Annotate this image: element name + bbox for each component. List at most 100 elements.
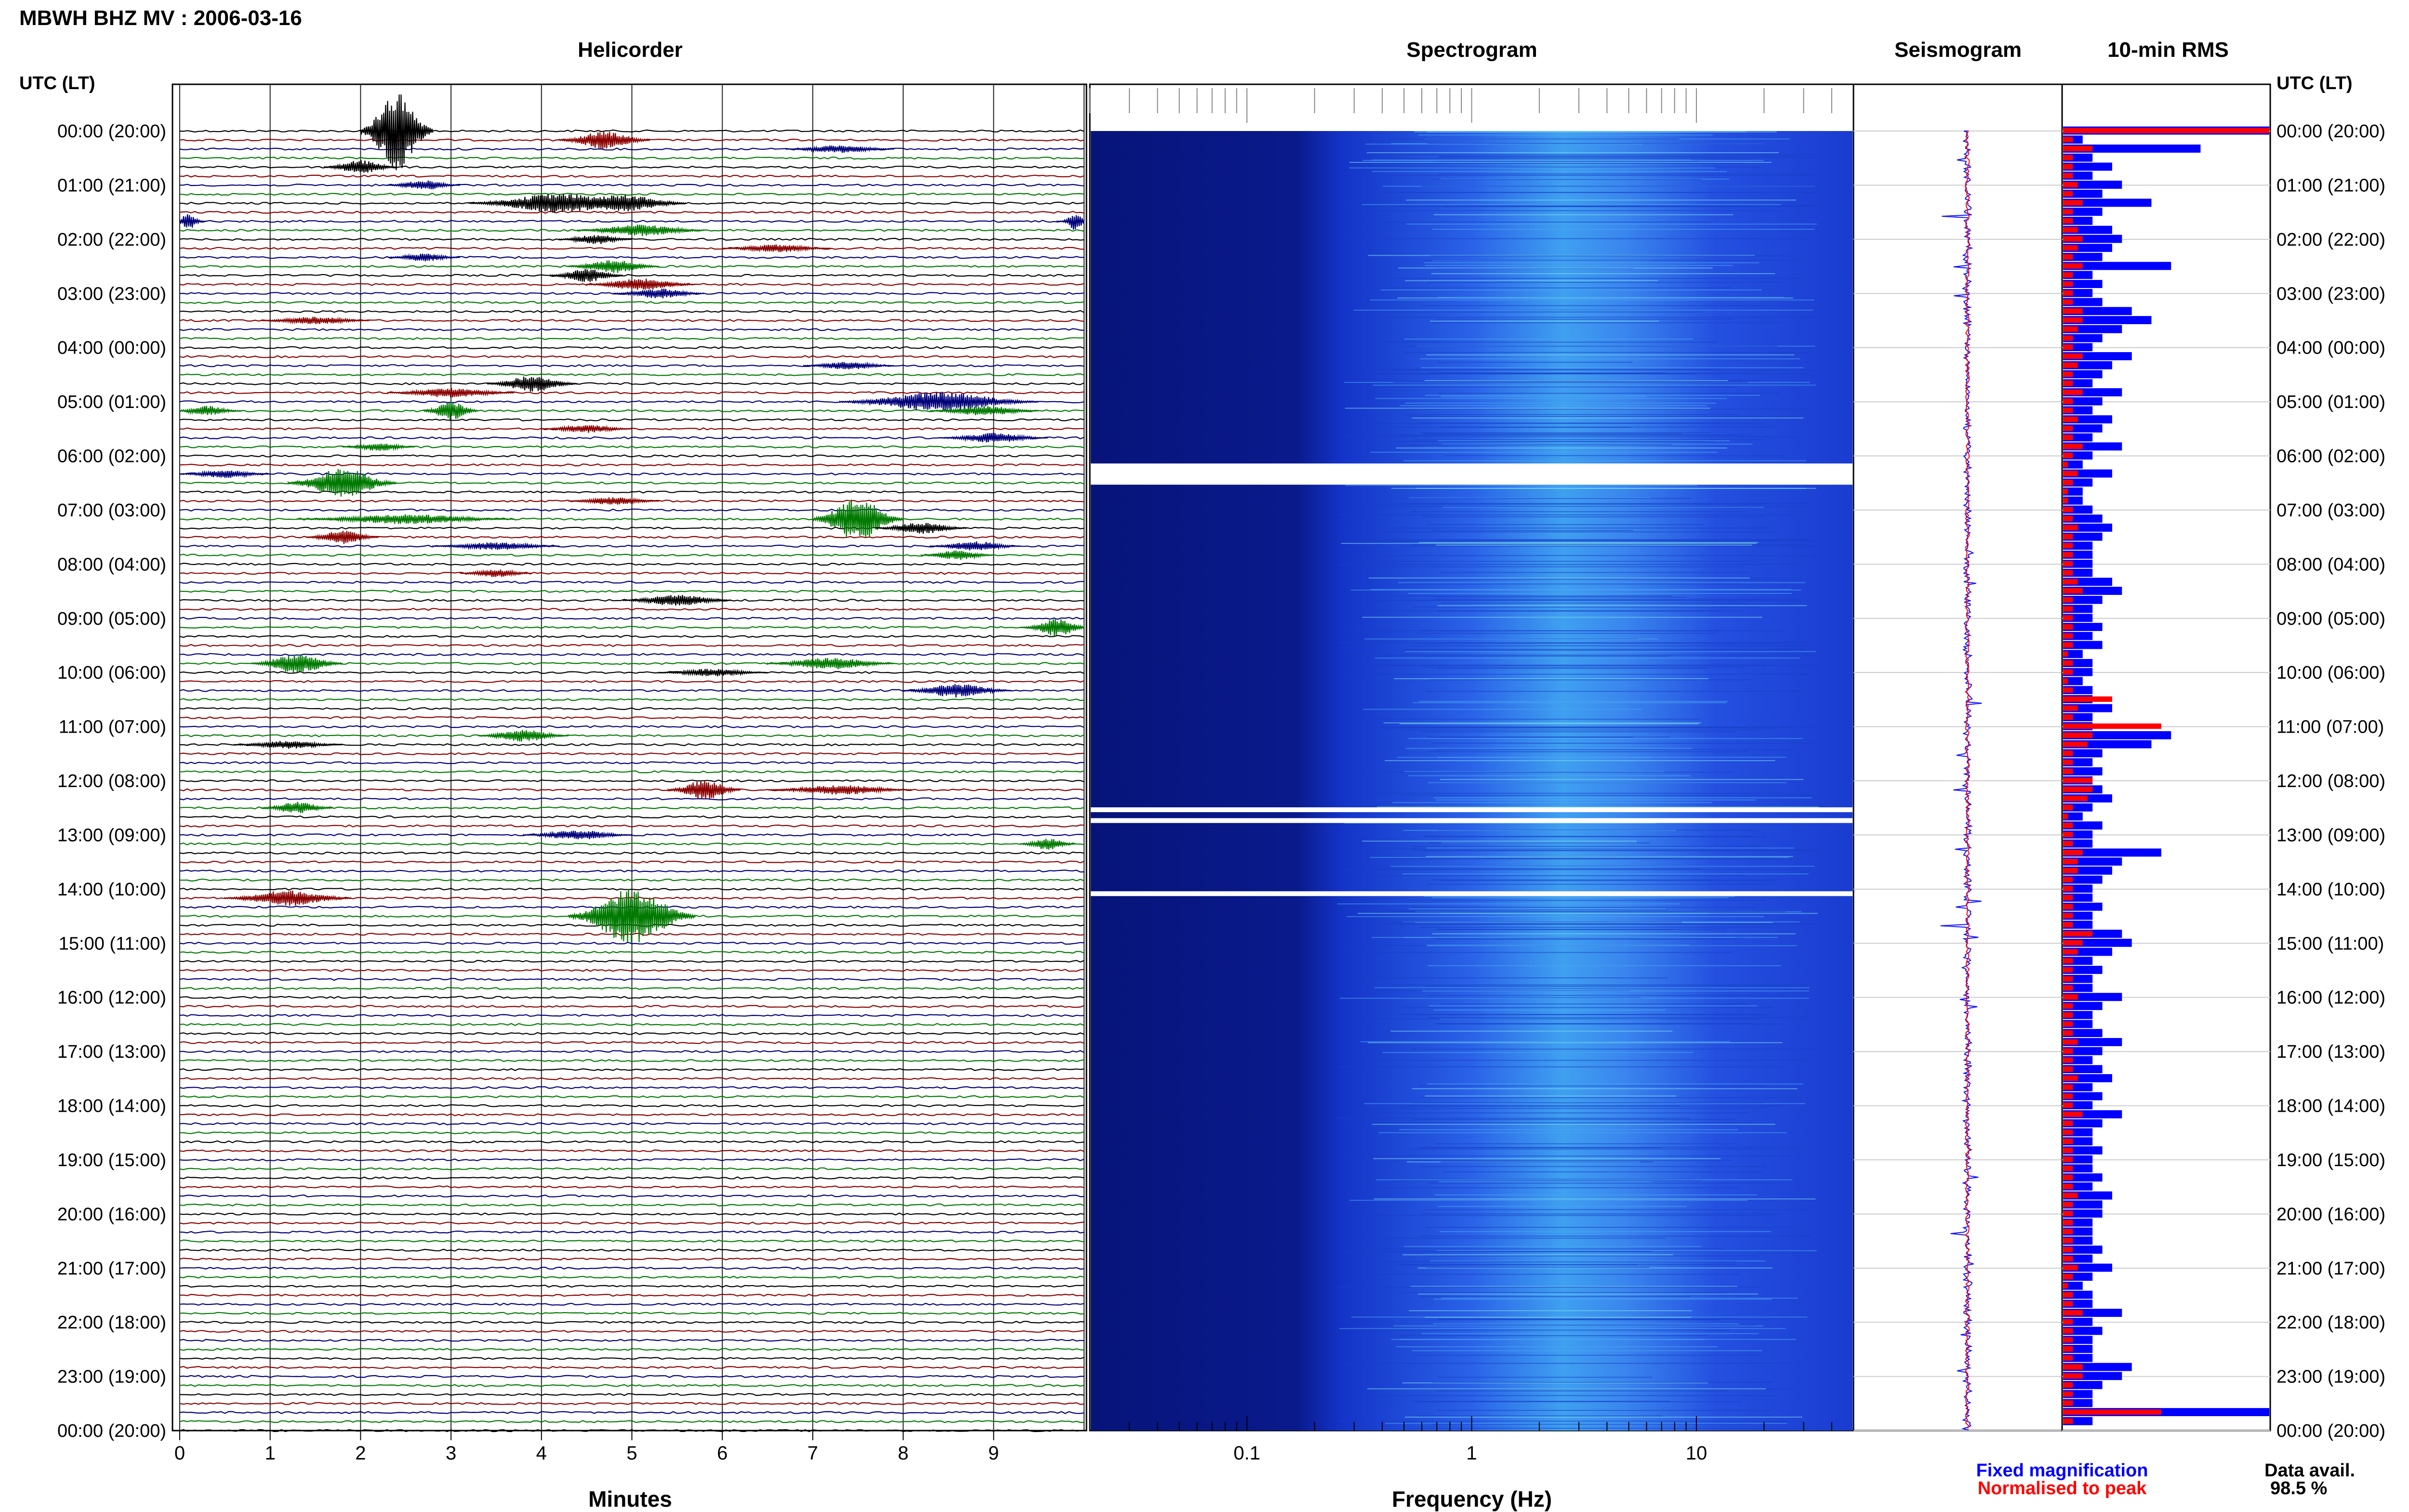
rms-bar-normalised (2063, 1174, 2073, 1181)
legend-normalised-to-peak: Normalised to peak (1978, 1478, 2147, 1499)
helicorder-event (1056, 215, 1085, 230)
helicorder-trace (179, 147, 1085, 151)
helicorder-trace (179, 1230, 1085, 1234)
helicorder-trace (179, 382, 1085, 385)
rms-bar-normalised (2063, 678, 2068, 684)
helicorder-trace (179, 1411, 1085, 1414)
helicorder-trace (179, 445, 1085, 448)
time-label-left: 13:00 (09:00) (57, 825, 166, 845)
time-label-left: 04:00 (00:00) (57, 338, 166, 358)
helicorder-trace (179, 1239, 1085, 1243)
helicorder-trace (179, 1032, 1085, 1035)
helicorder-trace (179, 247, 1085, 250)
time-label-right: 17:00 (13:00) (2277, 1042, 2385, 1062)
time-label-left: 10:00 (06:00) (57, 663, 166, 683)
helicorder-event (550, 269, 623, 282)
rms-panel (2061, 83, 2271, 1432)
helicorder-trace (179, 210, 1085, 214)
rms-bar-normalised (2063, 362, 2078, 368)
helicorder-trace (179, 1293, 1085, 1297)
rms-bar-normalised (2063, 967, 2073, 973)
rms-bar-normalised (2063, 173, 2073, 179)
helicorder-trace (179, 256, 1085, 259)
helicorder-trace (179, 1429, 1085, 1433)
rms-bar-normalised (2063, 985, 2073, 991)
seismogram-title: Seismogram (1894, 38, 2022, 62)
helicorder-trace (179, 797, 1084, 801)
helicorder-trace (179, 418, 1085, 421)
helicorder-panel (172, 83, 1087, 1433)
rms-bar-normalised (2063, 750, 2073, 756)
rms-bar-normalised (2063, 1202, 2073, 1208)
rms-bar-normalised (2063, 416, 2078, 422)
helicorder-event (785, 145, 895, 153)
rms-bar-normalised (2063, 1301, 2073, 1307)
rms-bar-normalised (2063, 254, 2073, 260)
rms-bar-normalised (2063, 714, 2073, 720)
helicorder-event (658, 668, 768, 677)
time-label-left: 09:00 (05:00) (57, 609, 166, 629)
rms-bar-fixed (2063, 162, 2112, 171)
helicorder-trace (179, 129, 1085, 133)
rms-bar-normalised (2063, 398, 2073, 404)
time-label-left: 00:00 (20:00) (57, 1421, 166, 1441)
legend-fixed-magnification: Fixed magnification (1976, 1460, 2148, 1481)
rms-bar-normalised (2063, 245, 2078, 251)
rms-bar-normalised (2063, 1237, 2073, 1244)
helicorder-trace (179, 1095, 1085, 1098)
helicorder-event (812, 499, 904, 538)
rms-bar-normalised (2063, 1409, 2161, 1415)
time-label-left: 21:00 (17:00) (57, 1259, 166, 1279)
helicorder-trace (179, 707, 1085, 710)
rms-bar-normalised (2063, 389, 2083, 395)
helicorder-event (296, 514, 515, 524)
spectrogram-gap (1091, 891, 1853, 896)
helicorder-trace (179, 1302, 1085, 1306)
helicorder-trace (179, 1059, 1085, 1062)
helicorder-title: Helicorder (578, 38, 683, 62)
rms-bar-normalised (2063, 1120, 2073, 1126)
helicorder-trace (179, 1167, 1085, 1170)
frequency-tick-label: 10 (1686, 1443, 1707, 1464)
rms-bar-normalised (2063, 931, 2093, 937)
helicorder-event (487, 376, 578, 392)
time-label-right: 00:00 (20:00) (2277, 121, 2385, 142)
rms-bar-normalised (2063, 281, 2073, 287)
time-label-right: 04:00 (00:00) (2277, 338, 2385, 358)
rms-bar-normalised (2063, 579, 2078, 585)
helicorder-trace (179, 1023, 1085, 1026)
helicorder-trace (179, 1348, 1085, 1351)
helicorder-trace (179, 680, 1085, 684)
rms-bar-normalised (2063, 236, 2083, 242)
helicorder-trace (179, 1113, 1084, 1117)
helicorder-trace (179, 1149, 1085, 1153)
time-label-left: 17:00 (13:00) (57, 1042, 166, 1062)
time-label-right: 19:00 (15:00) (2277, 1150, 2385, 1170)
rms-bar-normalised (2063, 353, 2083, 359)
rms-bar-normalised (2063, 1021, 2073, 1027)
helicorder-event (260, 802, 334, 813)
helicorder-trace (179, 788, 1085, 791)
helicorder-trace (179, 887, 1085, 891)
rms-bar-normalised (2063, 597, 2073, 603)
time-label-left: 18:00 (14:00) (57, 1096, 166, 1117)
helicorder-trace (179, 986, 1085, 990)
helicorder-trace (179, 1375, 1084, 1378)
helicorder-trace (179, 508, 1085, 512)
seismogram-panel (1853, 83, 2063, 1432)
frequency-tick-label: 0.1 (1233, 1443, 1260, 1464)
helicorder-trace (179, 301, 1085, 304)
rms-bar-normalised (2063, 1166, 2073, 1171)
helicorder-trace (179, 833, 1085, 837)
rms-bar-normalised (2063, 1093, 2073, 1099)
rms-bar-normalised (2063, 317, 2083, 323)
rms-bar-normalised (2063, 381, 2073, 386)
helicorder-trace (179, 427, 1084, 431)
rms-bar-normalised (2063, 1157, 2073, 1162)
rms-bar-normalised (2063, 723, 2161, 729)
spectrogram-gap (1091, 807, 1853, 813)
rms-bar-normalised (2063, 886, 2073, 892)
helicorder-trace (179, 590, 1085, 593)
utc-label-left: UTC (LT) (19, 73, 95, 93)
